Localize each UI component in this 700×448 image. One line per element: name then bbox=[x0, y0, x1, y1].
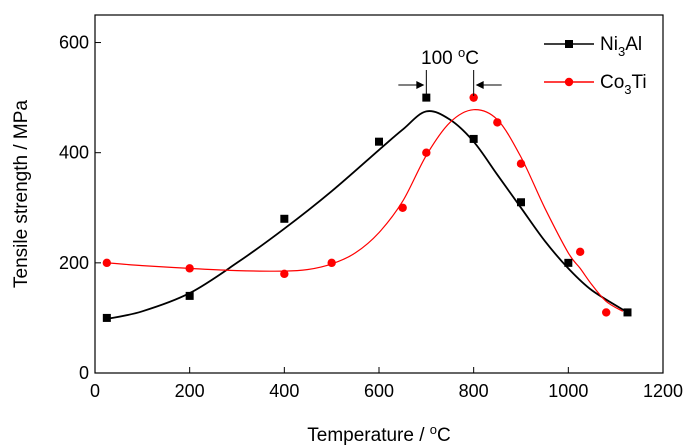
x-tick-label: 800 bbox=[459, 381, 489, 401]
fit-line-ni3al bbox=[106, 110, 628, 320]
data-point-co3ti bbox=[327, 258, 336, 268]
data-point-ni3al bbox=[102, 313, 111, 322]
data-point-ni3al bbox=[564, 258, 573, 267]
y-tick-label: 200 bbox=[59, 253, 89, 273]
legend-marker-ni3al bbox=[565, 40, 573, 48]
y-axis-title: Tensile strength / MPa bbox=[11, 100, 32, 288]
data-point-ni3al bbox=[280, 214, 289, 223]
annotation-arrow-right-head bbox=[475, 81, 484, 89]
plot-frame bbox=[94, 14, 664, 374]
x-tick-label: 600 bbox=[364, 381, 394, 401]
fit-line-co3ti bbox=[106, 109, 624, 312]
annotation-100c: 100 oC bbox=[398, 45, 502, 96]
data-point-co3ti bbox=[516, 159, 526, 168]
x-ticks: 0 200 400 600 800 1000 1200 bbox=[90, 367, 683, 401]
data-point-co3ti bbox=[422, 148, 431, 157]
x-tick-label: 1000 bbox=[548, 381, 588, 401]
annotation-arrow-left-head bbox=[416, 81, 425, 89]
x-tick-label: 400 bbox=[269, 381, 299, 401]
y-tick-label: 0 bbox=[79, 363, 89, 383]
series-points bbox=[102, 93, 632, 322]
data-point-co3ti bbox=[102, 258, 112, 268]
data-point-co3ti bbox=[575, 247, 585, 257]
data-point-co3ti bbox=[602, 308, 611, 317]
data-point-ni3al bbox=[185, 291, 194, 300]
data-point-co3ti bbox=[280, 269, 289, 279]
legend-label-co3ti: Co3Ti bbox=[600, 72, 647, 97]
plot-frame-group bbox=[94, 14, 664, 374]
data-point-co3ti bbox=[398, 203, 407, 212]
legend-label-ni3al: Ni3Al bbox=[600, 34, 642, 59]
data-point-co3ti bbox=[493, 118, 502, 127]
legend-marker-co3ti bbox=[564, 77, 574, 87]
x-tick-label: 0 bbox=[90, 381, 100, 401]
y-tick-label: 600 bbox=[59, 33, 89, 53]
x-tick-label: 200 bbox=[175, 381, 205, 401]
data-point-co3ti bbox=[469, 93, 478, 102]
data-point-ni3al bbox=[517, 198, 525, 207]
data-point-ni3al bbox=[375, 137, 383, 146]
data-point-ni3al bbox=[422, 93, 431, 102]
data-point-co3ti bbox=[185, 264, 194, 273]
data-point-ni3al bbox=[623, 308, 632, 317]
y-ticks: 0 200 400 600 bbox=[59, 33, 101, 383]
annotation-label: 100 oC bbox=[421, 45, 479, 69]
x-axis-title: Temperature / oC bbox=[307, 422, 450, 446]
legend: Ni3Al Co3Ti bbox=[544, 34, 647, 97]
series-lines bbox=[106, 109, 628, 320]
x-tick-label: 1200 bbox=[643, 381, 683, 401]
y-tick-label: 400 bbox=[59, 143, 89, 163]
data-point-ni3al bbox=[469, 134, 478, 143]
